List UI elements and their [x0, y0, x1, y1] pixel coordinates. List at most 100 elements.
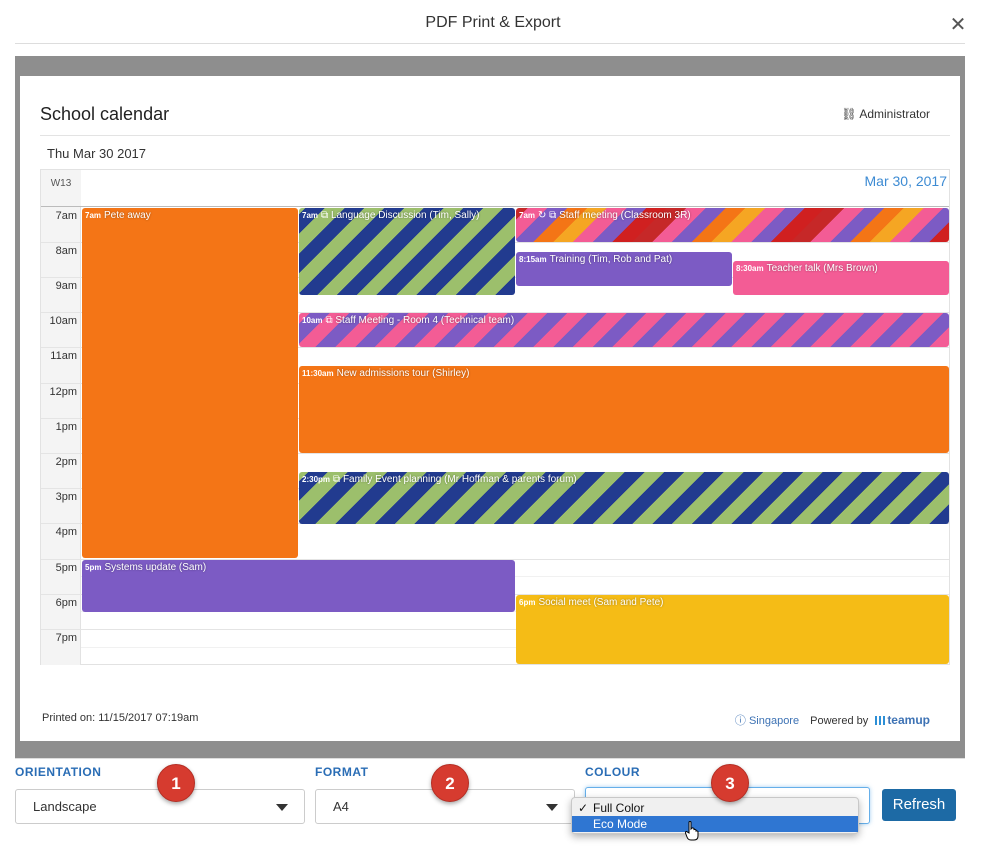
teamup-logo: teamup: [871, 713, 930, 727]
event-time: 11:30am: [302, 369, 334, 378]
checkmark-icon: ✓: [578, 801, 589, 815]
page-divider: [40, 135, 950, 136]
copy-icon: ⧉: [333, 474, 343, 485]
event[interactable]: 5pm Systems update (Sam): [82, 560, 515, 612]
event[interactable]: 7am Pete away: [82, 208, 298, 558]
chevron-down-icon: [546, 804, 558, 811]
powered-by: Powered by: [810, 715, 869, 727]
close-icon[interactable]: ✕: [949, 14, 967, 36]
chevron-down-icon: [276, 804, 288, 811]
event-time: 2:30pm: [302, 475, 331, 484]
format-label: FORMAT: [315, 765, 369, 779]
time-label: 3pm: [55, 491, 77, 503]
hour-line: [41, 629, 949, 630]
option-label: Eco Mode: [593, 817, 648, 831]
event-title: Language Discussion (Tim, Sally): [330, 210, 480, 221]
half-hour-line: [81, 647, 949, 648]
time-label: 6pm: [55, 597, 77, 609]
hour-line: [41, 347, 949, 348]
event-title: Staff Meeting - Room 4 (Technical team): [335, 315, 515, 326]
teamup-icon: [875, 716, 886, 726]
event-time: 8:30am: [736, 264, 764, 273]
option-label: Full Color: [593, 801, 645, 815]
hour-line: [41, 312, 949, 313]
colour-dropdown-menu: ✓ Full Color Eco Mode: [571, 797, 859, 834]
step-badge-2: 2: [431, 764, 469, 802]
event-title: Systems update (Sam): [104, 562, 207, 573]
event[interactable]: 8:15am Training (Tim, Rob and Pat): [516, 252, 732, 286]
event-title: Staff meeting (Classroom 3R): [559, 210, 691, 221]
step-badge-3: 3: [711, 764, 749, 802]
step-badge-1: 1: [157, 764, 195, 802]
week-number: W13: [41, 170, 81, 206]
date-label: Thu Mar 30 2017: [47, 146, 147, 161]
time-label: 10am: [49, 315, 77, 327]
colour-option-eco-mode[interactable]: Eco Mode: [572, 816, 858, 832]
colour-label: COLOUR: [585, 765, 640, 779]
hand-cursor-icon: [685, 821, 699, 841]
event-title: Training (Tim, Rob and Pat): [549, 254, 673, 265]
event[interactable]: 7am ↻ ⧉ Staff meeting (Classroom 3R): [516, 208, 949, 242]
user-label: ⛓ Administrator: [841, 107, 930, 121]
time-label: 5pm: [55, 562, 77, 574]
event-title: Family Event planning (Mr Hoffman & pare…: [342, 474, 577, 485]
event-time: 8:15am: [519, 255, 547, 264]
time-label: 7am: [55, 210, 77, 222]
column-date: Mar 30, 2017: [864, 173, 948, 189]
event[interactable]: 8:30am Teacher talk (Mrs Brown): [733, 261, 949, 295]
event[interactable]: 11:30am New admissions tour (Shirley): [299, 366, 949, 453]
time-label: 4pm: [55, 526, 77, 538]
colour-option-full-color[interactable]: ✓ Full Color: [572, 800, 858, 816]
title-divider: [15, 43, 965, 44]
footer-right: ⓘ Singapore Powered by teamup: [735, 712, 930, 728]
copy-icon: ⧉: [325, 315, 336, 326]
teamup-brand: teamup: [887, 713, 930, 727]
half-hour-line: [81, 576, 949, 577]
orientation-label: ORIENTATION: [15, 765, 102, 779]
time-label: 1pm: [55, 421, 77, 433]
dialog-title: PDF Print & Export: [425, 14, 561, 31]
format-value: A4: [333, 799, 349, 814]
timezone-label: Singapore: [748, 715, 800, 727]
info-icon: ⓘ: [734, 715, 746, 727]
hour-line: [41, 453, 949, 454]
half-hour-line: [81, 611, 949, 612]
time-label: 9am: [55, 280, 77, 292]
link-icon: ⛓: [841, 107, 857, 121]
event[interactable]: 6pm Social meet (Sam and Pete): [516, 595, 949, 664]
time-label: 12pm: [49, 386, 77, 398]
time-label: 2pm: [55, 456, 77, 468]
day-grid: W13 Mar 30, 2017 7am 8am 9am 10am 11am 1…: [40, 169, 950, 665]
copy-icon: ⧉: [321, 210, 331, 221]
event[interactable]: 10am ⧉ Staff Meeting - Room 4 (Technical …: [299, 313, 949, 347]
preview-page: School calendar ⛓ Administrator Thu Mar …: [20, 76, 960, 741]
event-time: 5pm: [85, 563, 102, 572]
pdf-preview: School calendar ⛓ Administrator Thu Mar …: [15, 56, 965, 758]
event-time: 7am: [302, 211, 319, 220]
orientation-value: Landscape: [33, 799, 97, 814]
header-divider: [41, 206, 949, 207]
time-label: 8am: [55, 245, 77, 257]
hour-line: [41, 559, 949, 560]
event[interactable]: 2:30pm ⧉ Family Event planning (Mr Hoffma…: [299, 472, 949, 524]
event-time: 6pm: [519, 598, 536, 607]
event-title: Teacher talk (Mrs Brown): [766, 263, 878, 274]
bottom-divider: [15, 758, 965, 759]
repeat-icon: ↻ ⧉: [538, 210, 560, 221]
event-title: New admissions tour (Shirley): [336, 368, 470, 379]
printed-on: Printed on: 11/15/2017 07:19am: [42, 712, 199, 724]
event-title: Social meet (Sam and Pete): [538, 597, 664, 608]
event-time: 7am: [519, 211, 536, 220]
time-label: 11am: [50, 350, 77, 362]
refresh-button[interactable]: Refresh: [882, 789, 956, 821]
time-label: 7pm: [55, 632, 77, 644]
user-name: Administrator: [859, 107, 930, 121]
timezone-link[interactable]: ⓘ Singapore: [735, 715, 799, 727]
event-time: 10am: [302, 316, 323, 325]
event[interactable]: 7am ⧉ Language Discussion (Tim, Sally): [299, 208, 515, 295]
orientation-select[interactable]: Landscape: [15, 789, 305, 824]
time-column: 7am 8am 9am 10am 11am 12pm 1pm 2pm 3pm 4…: [41, 207, 81, 665]
calendar-title: School calendar: [40, 104, 170, 124]
event-title: Pete away: [104, 210, 151, 221]
event-time: 7am: [85, 211, 102, 220]
